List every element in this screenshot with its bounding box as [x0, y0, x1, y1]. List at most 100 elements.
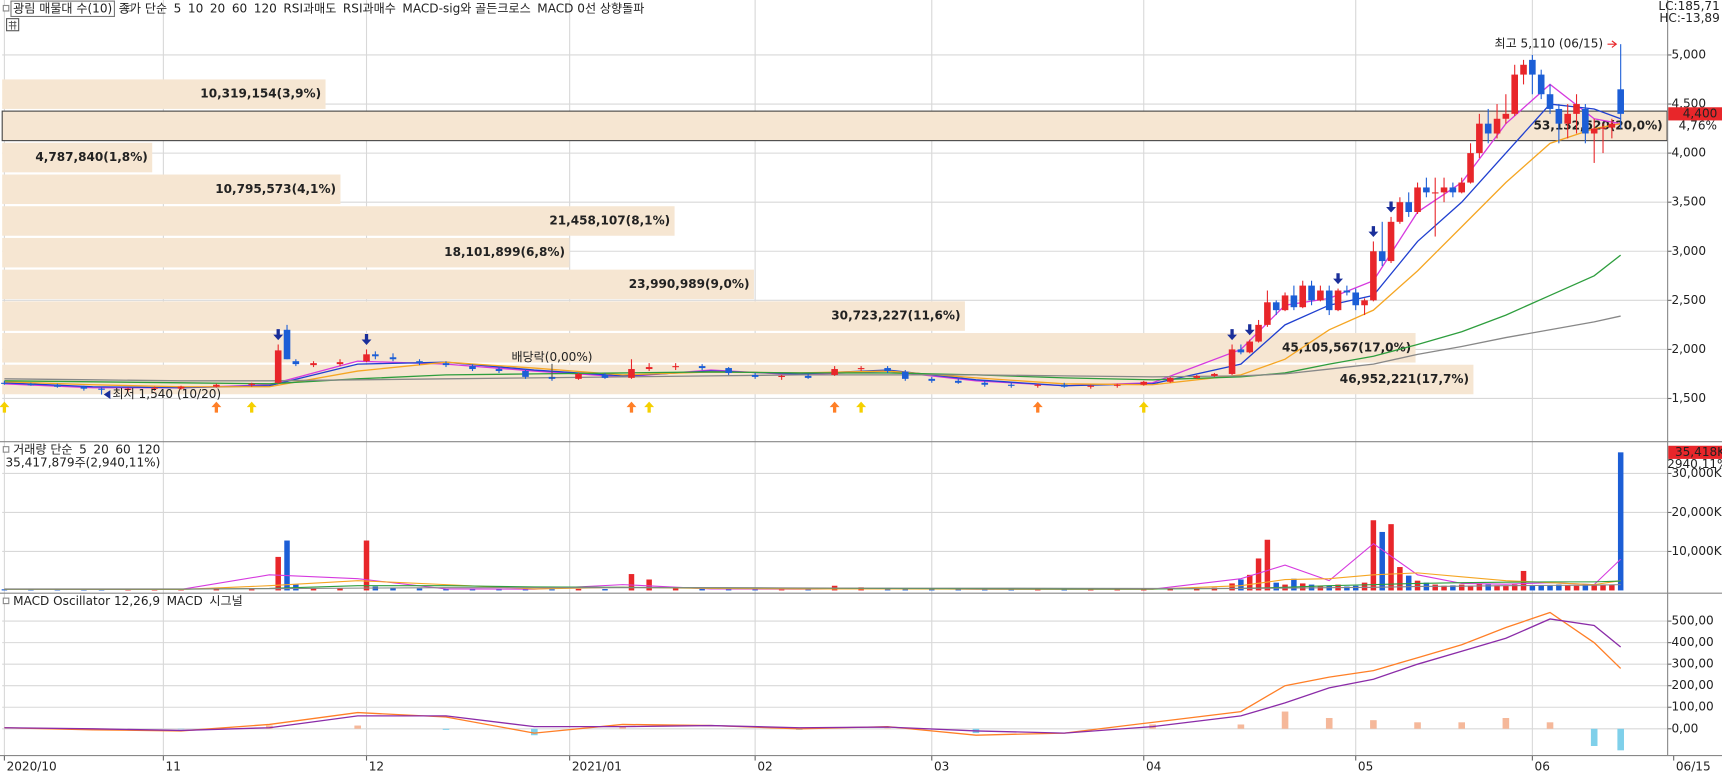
legend-entry: MACD 0선 상향돌파 — [537, 1, 644, 15]
y-tick-label: 100,00 — [1671, 700, 1713, 714]
legend-entry: 60 — [115, 442, 130, 456]
oscillator-bar — [619, 726, 626, 729]
volume-bar — [1520, 570, 1527, 591]
volume-bar — [443, 588, 449, 591]
volume-bar — [1352, 585, 1359, 591]
candle-body — [1, 382, 8, 384]
volume-bar — [1061, 589, 1068, 591]
x-tick-label: 2020/10 — [7, 760, 57, 774]
y-tick-label: 3,500 — [1671, 195, 1706, 209]
volume-info: 35,417,879주(2,940,11%) — [5, 456, 160, 470]
volume-bar — [1582, 584, 1589, 591]
volume-bar — [213, 589, 220, 591]
candle-body — [1343, 290, 1351, 293]
volume-bar — [778, 589, 785, 591]
volume-bar — [1617, 452, 1624, 591]
x-tick-label: 02 — [757, 760, 772, 774]
volume-bar — [1397, 567, 1403, 591]
candle-body — [274, 350, 282, 383]
current-value: 35,418K — [1675, 445, 1722, 459]
signal-arrow — [644, 401, 655, 413]
annotation: 최고 5,110 (06/15) — [1494, 37, 1603, 51]
volume-profile-label: 46,952,221(17,7%) — [1340, 372, 1469, 386]
legend-marker — [2, 597, 10, 605]
legend-marker — [2, 4, 10, 12]
volume-bar — [1008, 589, 1015, 591]
x-tick-label: 06 — [1535, 760, 1550, 774]
volume-bar — [1114, 589, 1120, 591]
volume-bar — [1503, 585, 1509, 591]
signal-arrow — [211, 401, 222, 413]
annotation: 최저 1,540 (10/20) — [113, 387, 222, 401]
candle-body — [1608, 123, 1616, 128]
volume-bar — [884, 588, 891, 591]
volume-profile-bar — [1, 110, 1668, 142]
candle-body — [1378, 251, 1386, 262]
legend-marker — [2, 446, 10, 453]
candle-body — [522, 371, 529, 377]
y-tick-label: 400,00 — [1671, 635, 1713, 649]
volume-bar — [575, 588, 582, 591]
volume-bar — [1494, 585, 1500, 591]
candle-body — [1272, 302, 1280, 311]
candle-body — [372, 354, 379, 357]
volume-profile-label: 45,105,567(17,0%) — [1282, 340, 1411, 354]
volume-profile-bar — [2, 79, 326, 109]
volume-profile-bar — [2, 142, 153, 173]
legend-label: 거래량 단순 — [13, 442, 72, 456]
candle-body — [831, 369, 838, 375]
x-tick-label: 2021/01 — [572, 760, 622, 774]
legend-marker — [125, 4, 133, 12]
oscillator-bar — [1502, 718, 1510, 729]
candle-body — [1237, 349, 1245, 353]
candle-body — [1334, 290, 1342, 311]
volume-bar — [982, 589, 988, 591]
candle-body — [213, 384, 220, 387]
corner-label: HC:-13,89 — [1659, 11, 1719, 25]
volume-bar — [1264, 539, 1271, 591]
candle-body — [1034, 384, 1042, 386]
current-change: 2940,11% — [1667, 457, 1722, 471]
candle-body — [1087, 385, 1095, 387]
moving-average — [4, 315, 1621, 382]
candle-body — [928, 378, 936, 381]
candle-body — [1467, 153, 1474, 183]
volume-bar — [1246, 574, 1253, 591]
candle-body — [336, 362, 344, 365]
volume-bar — [1317, 586, 1324, 591]
candle-body — [1449, 187, 1457, 193]
signal-arrow — [1227, 329, 1238, 341]
volume-bar — [1273, 582, 1279, 591]
x-tick-label: 05 — [1358, 760, 1373, 774]
volume-bar — [1441, 585, 1447, 591]
candle-body — [698, 366, 706, 369]
volume-bar — [1556, 584, 1562, 591]
y-tick-label: 2,500 — [1671, 293, 1706, 307]
x-tick-label: 04 — [1146, 760, 1161, 774]
candle-body — [54, 384, 61, 387]
signal-arrow — [1138, 401, 1149, 413]
candle-body — [1370, 251, 1377, 301]
volume-profile-bar — [2, 206, 675, 236]
candle-body — [645, 367, 653, 370]
volume-bar — [496, 589, 502, 591]
volume-bar — [1511, 584, 1518, 591]
candle-body — [310, 363, 317, 366]
volume-bar — [699, 588, 705, 591]
current-change: 4,76% — [1679, 118, 1717, 132]
y-tick-label: 500,00 — [1671, 614, 1713, 628]
volume-bar — [310, 588, 317, 591]
candle-body — [857, 368, 865, 370]
candle-body — [1113, 384, 1121, 386]
signal-arrow — [1244, 324, 1255, 336]
candle-body — [1211, 373, 1218, 376]
candle-body — [778, 375, 785, 378]
settings-icon-grid — [8, 20, 17, 30]
candle-body — [1255, 324, 1262, 342]
settings-icon[interactable] — [6, 18, 20, 32]
volume-profile-label: 10,795,573(4,1%) — [215, 182, 336, 196]
volume-bar — [1485, 584, 1491, 591]
candle-body — [1246, 341, 1254, 353]
x-tick-label: 12 — [369, 760, 384, 774]
